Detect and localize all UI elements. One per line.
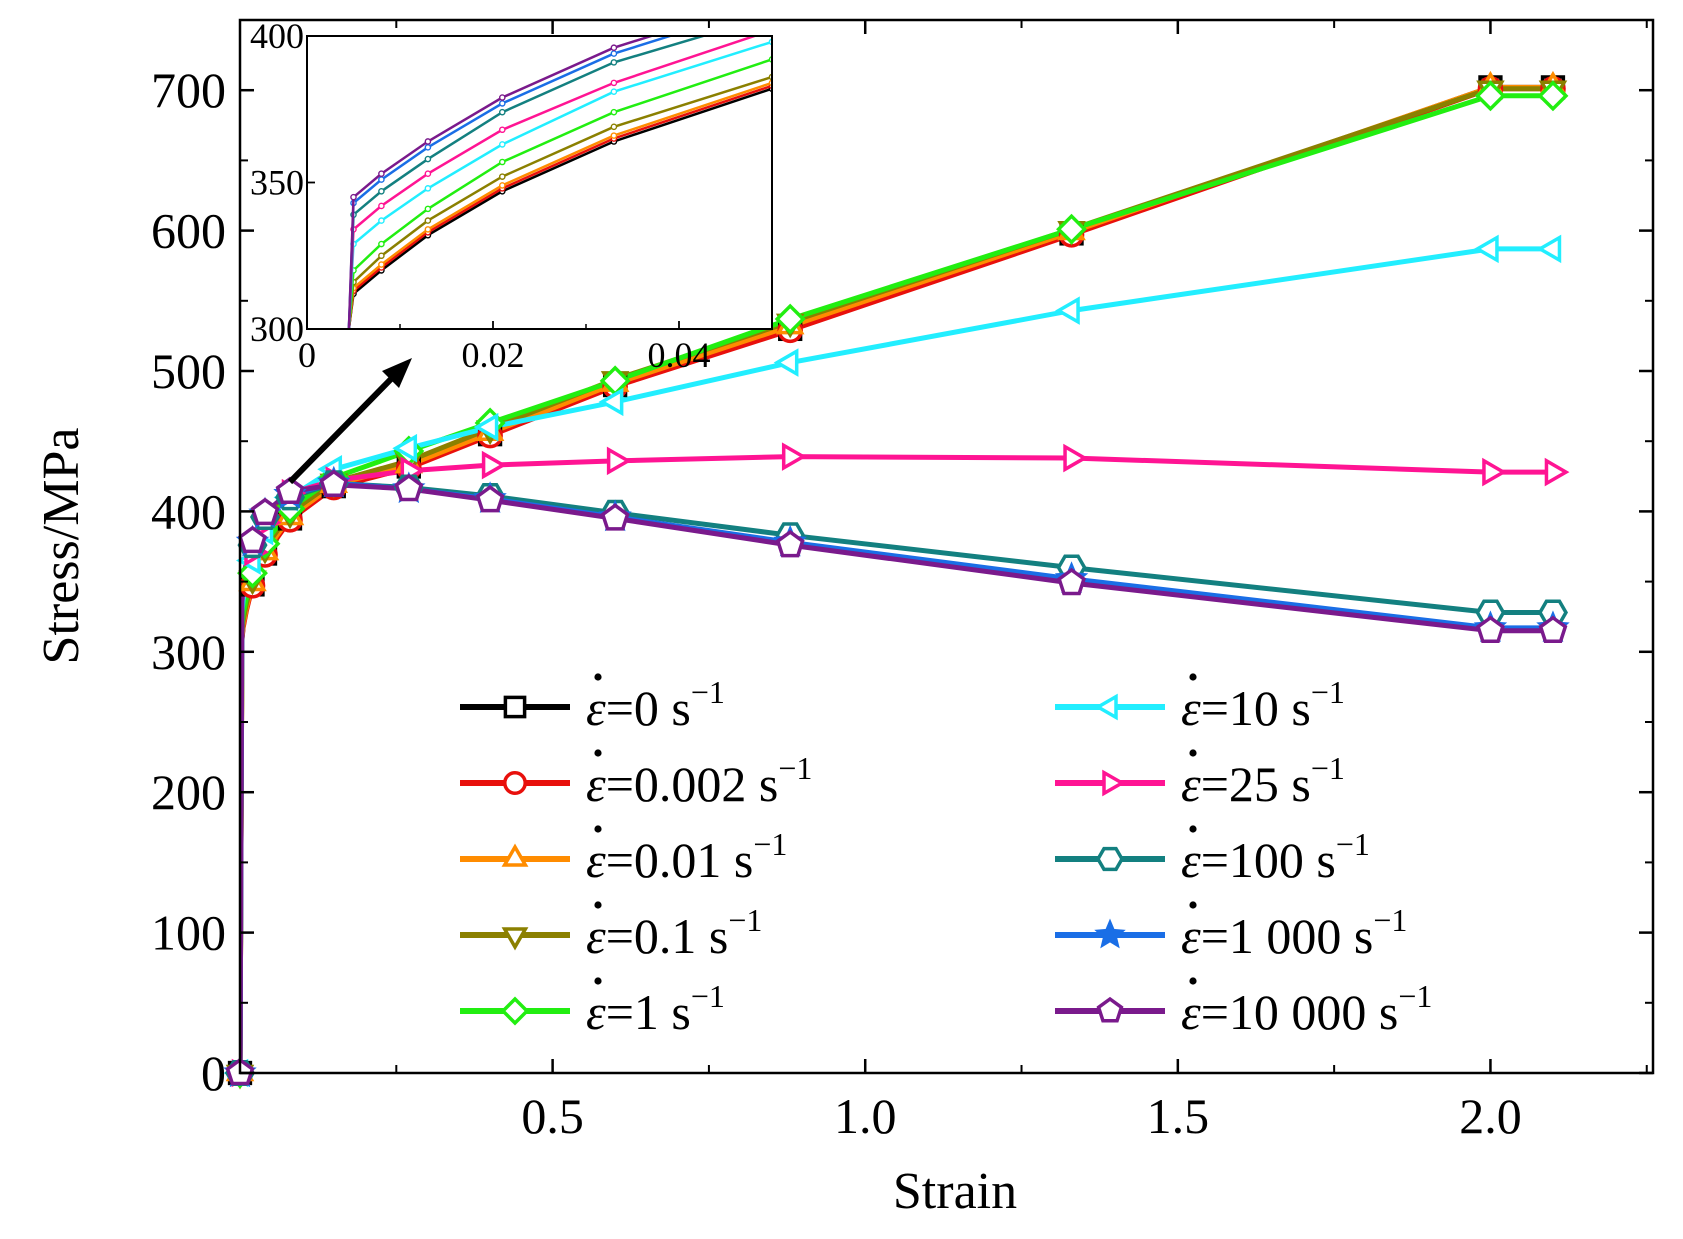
inset-data-point-3-4 (500, 174, 505, 179)
stress-strain-chart: 0 100 200 300 400 500 600 700 0.5 1.0 1.5 2.0 Stres… (0, 0, 1683, 1239)
data-point-6-11 (784, 445, 804, 468)
inset-data-point-8-6 (769, 1, 774, 6)
x-tick-label: 1.5 (1147, 1088, 1210, 1144)
inset-data-point-2-3 (425, 227, 430, 232)
inset-y-tick-label: 300 (250, 309, 304, 349)
inset-data-point-6-4 (500, 127, 505, 132)
inset-data-point-9-5 (611, 45, 616, 50)
y-tick-label: 100 (151, 905, 226, 961)
legend-label-2: ε=0.01 s−1 (586, 826, 787, 888)
y-axis-title: Stress/MPa (33, 428, 90, 665)
legend-label-5: ε=10 s−1 (1181, 674, 1345, 736)
y-tick-label: 0 (201, 1045, 226, 1101)
inset-data-point-8-2 (379, 177, 384, 182)
inset-data-point-5-3 (425, 186, 430, 191)
inset-data-point-7-5 (611, 60, 616, 65)
inset-data-point-9-2 (379, 171, 384, 176)
inset-data-point-8-4 (500, 101, 505, 106)
legend-dot-8 (1189, 901, 1196, 908)
inset-data-point-6-2 (379, 203, 384, 208)
inset-data-point-4-3 (425, 206, 430, 211)
inset-data-point-6-6 (769, 28, 774, 33)
legend-marker-4 (503, 999, 527, 1023)
inset-data-point-9-4 (500, 95, 505, 100)
data-point-6-13 (1484, 461, 1504, 484)
inset-data-point-8-3 (425, 145, 430, 150)
inset-data-point-3-5 (611, 124, 616, 129)
legend-marker-8 (1099, 923, 1122, 945)
legend-dot-7 (1189, 825, 1196, 832)
y-tick-label: 600 (151, 203, 226, 259)
legend-dot-3 (594, 901, 601, 908)
data-point-5-14 (1540, 238, 1560, 261)
legend-marker-9 (1099, 999, 1122, 1021)
legend-marker-6 (1104, 773, 1122, 794)
data-point-6-10 (609, 450, 629, 473)
data-point-5-13 (1477, 238, 1497, 261)
legend-dot-9 (1189, 977, 1196, 984)
data-point-6-9 (484, 454, 504, 477)
y-tick-label: 200 (151, 764, 226, 820)
inset-data-point-4-4 (500, 159, 505, 164)
x-axis-title: Strain (893, 1163, 1017, 1220)
inset-x-tick-label: 0 (298, 335, 316, 375)
x-tick-label: 0.5 (521, 1088, 584, 1144)
inset-data-point-9-1 (351, 195, 356, 200)
inset-y-tick-label: 400 (250, 16, 304, 56)
legend-dot-6 (1189, 749, 1196, 756)
y-tick-label: 400 (151, 483, 226, 539)
legend-label-1: ε=0.002 s−1 (586, 750, 812, 812)
inset-data-point-7-4 (500, 110, 505, 115)
inset-data-point-5-4 (500, 142, 505, 147)
inset-y-tick-label: 350 (250, 163, 304, 203)
data-point-9-6 (278, 479, 303, 503)
legend-label-8: ε=1 000 s−1 (1181, 902, 1407, 964)
inset-data-point-2-4 (500, 183, 505, 188)
legend-marker-0 (505, 697, 524, 716)
data-point-5-12 (1059, 299, 1079, 322)
legend-marker-1 (505, 773, 525, 793)
inset-data-point-5-5 (611, 89, 616, 94)
inset-data-point-3-2 (379, 253, 384, 258)
inset-data-point-8-5 (611, 51, 616, 56)
inset-data-point-6-5 (611, 80, 616, 85)
legend-dot-5 (1189, 673, 1196, 680)
inset-x-tick-label: 0.04 (648, 335, 711, 375)
inset-data-point-4-5 (611, 110, 616, 115)
inset-data-point-7-2 (379, 189, 384, 194)
inset-data-point-9-6 (769, 0, 774, 1)
legend-dot-0 (594, 673, 601, 680)
legend-label-4: ε=1 s−1 (586, 978, 725, 1040)
legend-label-3: ε=0.1 s−1 (586, 902, 762, 964)
legend-label-9: ε=10 000 s−1 (1181, 978, 1432, 1040)
legend-marker-5 (1098, 697, 1116, 718)
legend: ε=0 s−1 ε=0.002 s−1 ε=0.01 s−1 ε=0.1 s−1 ε=1… (460, 673, 1432, 1040)
inset-data-point-2-2 (379, 262, 384, 267)
x-tick-label: 1.0 (834, 1088, 897, 1144)
data-point-5-11 (777, 351, 797, 374)
legend-marker-7 (1098, 849, 1122, 870)
legend-label-6: ε=25 s−1 (1181, 750, 1345, 812)
y-tick-label: 300 (151, 624, 226, 680)
data-point-6-12 (1065, 447, 1085, 470)
data-point-6-14 (1546, 461, 1566, 484)
inset-data-point-3-3 (425, 218, 430, 223)
inset-data-point-6-3 (425, 171, 430, 176)
inset-data-point-2-5 (611, 133, 616, 138)
legend-dot-2 (594, 825, 601, 832)
inset-data-point-4-2 (379, 241, 384, 246)
y-tick-label: 700 (151, 62, 226, 118)
inset-data-point-7-6 (769, 13, 774, 18)
legend-dot-4 (594, 977, 601, 984)
inset-data-point-5-2 (379, 218, 384, 223)
legend-label-0: ε=0 s−1 (586, 674, 725, 736)
inset-data-point-9-3 (425, 139, 430, 144)
legend-label-7: ε=100 s−1 (1181, 826, 1370, 888)
inset-data-point-7-3 (425, 156, 430, 161)
legend-dot-1 (594, 749, 601, 756)
y-tick-label: 500 (151, 343, 226, 399)
x-tick-label: 2.0 (1459, 1088, 1522, 1144)
inset-x-tick-label: 0.02 (462, 335, 525, 375)
